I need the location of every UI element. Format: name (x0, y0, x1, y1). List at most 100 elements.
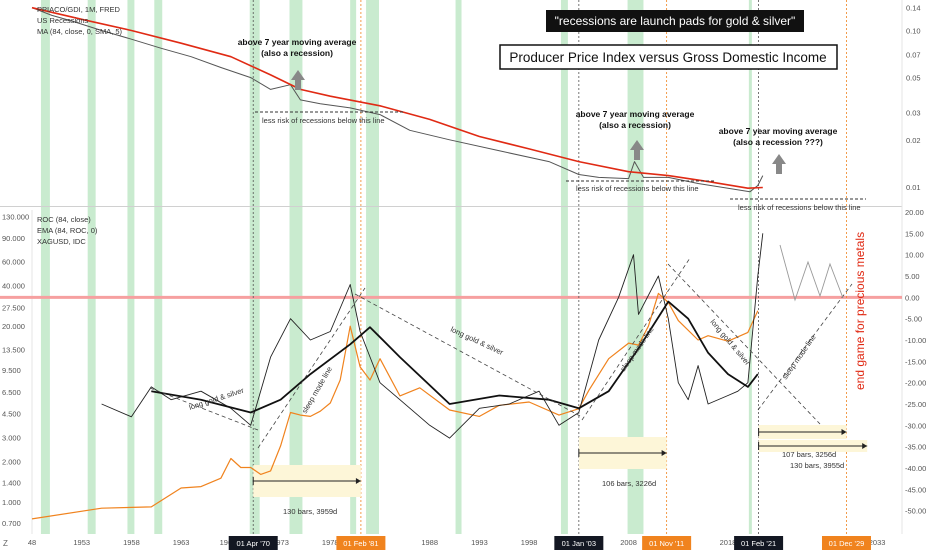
annotation-3: above 7 year moving average (also a rece… (719, 126, 838, 174)
legend-ppi: PPIACO/GDI, 1M, FRED (37, 5, 121, 14)
diag-label-sleep-1: sleep mode line (300, 365, 334, 415)
recession-band (249, 0, 260, 534)
left-y-tick: 2.000 (2, 457, 21, 466)
top-y-tick: 0.07 (906, 51, 921, 60)
top-y-tick: 0.01 (906, 183, 921, 192)
x-tick: 2008 (620, 538, 637, 547)
x-marker: 01 Apr '70 (236, 539, 270, 548)
event-vlines (252, 0, 847, 534)
x-marker: 01 Feb '81 (343, 539, 378, 548)
right-y-tick: -35.00 (905, 443, 926, 452)
trend-line (667, 263, 821, 425)
x-tick: 1978 (322, 538, 339, 547)
top-legend: PPIACO/GDI, 1M, FRED US Recessions MA (8… (37, 5, 123, 36)
z-label: Z (3, 539, 8, 548)
recession-band (289, 0, 303, 534)
x-tick: 1988 (421, 538, 438, 547)
measure-arrowhead (862, 443, 868, 449)
annotation-3-line1: above 7 year moving average (719, 126, 838, 136)
x-tick: 196 (220, 538, 233, 547)
annotation-2: above 7 year moving average (also a rece… (576, 109, 695, 160)
measure-arrowhead (355, 478, 361, 484)
right-y-tick: -15.00 (905, 357, 926, 366)
x-marker: 01 Dec '29 (829, 539, 865, 548)
risk-note-2: less risk of recessions below this line (576, 184, 699, 193)
left-y-tick: 27.500 (2, 304, 25, 313)
annotation-3-line2: (also a recession ???) (733, 137, 823, 147)
left-y-tick: 40.000 (2, 282, 25, 291)
recession-band (366, 0, 379, 534)
legend-ma: MA (84, close, 0, SMA, 5) (37, 27, 123, 36)
trend-line (581, 257, 691, 421)
measure-arrowhead (841, 429, 847, 435)
x-tick: 1958 (123, 538, 140, 547)
right-y-tick: -10.00 (905, 336, 926, 345)
title-main-box: Producer Price Index versus Gross Domest… (499, 44, 838, 70)
recession-band (748, 0, 752, 534)
x-marker-bg (734, 536, 784, 550)
x-tick: 1953 (73, 538, 90, 547)
trend-line (354, 293, 581, 417)
recession-band (455, 0, 462, 534)
measure-arrowhead (661, 450, 667, 456)
left-y-tick: 0.700 (2, 519, 21, 528)
x-tick: 1973 (272, 538, 289, 547)
left-y-tick: 3.000 (2, 434, 21, 443)
recession-band (127, 0, 135, 534)
risk-note-3: less risk of recessions below this line (738, 203, 861, 212)
left-y-tick: 60.000 (2, 258, 25, 267)
ppi-line (31, 7, 764, 193)
left-y-tick: 13.500 (2, 345, 25, 354)
right-y-tick: -45.00 (905, 485, 926, 494)
x-marker-bg (642, 536, 692, 550)
x-tick: 1963 (173, 538, 190, 547)
bottom-series (31, 233, 764, 520)
measure-boxes (252, 425, 868, 497)
right-y-tick: 10.00 (905, 251, 924, 260)
right-y-tick: -5.00 (905, 315, 922, 324)
right-y-tick: -30.00 (905, 421, 926, 430)
top-y-tick: 0.10 (906, 27, 921, 36)
diag-label-sleep-3: sleep mode line (780, 333, 818, 381)
projection-path (779, 244, 844, 302)
annotation-2-line1: above 7 year moving average (576, 109, 695, 119)
x-tick: 1993 (471, 538, 488, 547)
top-y-tick: 0.03 (906, 108, 921, 117)
x-marker-bg (821, 536, 871, 550)
recession-band (87, 0, 96, 534)
risk-note-1: less risk of recessions below this line (262, 116, 385, 125)
left-y-tick: 90.000 (2, 234, 25, 243)
left-y-tick: 6.500 (2, 388, 21, 397)
diagonal-labels: long gold & silver sleep mode line long … (188, 318, 818, 415)
ema-line (151, 300, 759, 414)
xag-line (31, 292, 759, 520)
left-y-tick: 20.000 (2, 322, 25, 331)
right-y-tick: -50.00 (905, 507, 926, 516)
legend-xag: XAGUSD, IDC (37, 237, 86, 246)
right-y-tick: 15.00 (905, 229, 924, 238)
title-quote: "recessions are launch pads for gold & s… (555, 14, 796, 28)
legend-recessions: US Recessions (37, 16, 89, 25)
x-marker: 01 Jan '03 (562, 539, 596, 548)
pane-divider (0, 206, 902, 207)
left-y-tick: 4.500 (2, 410, 21, 419)
recession-band (350, 0, 357, 534)
x-marker-bg (336, 536, 386, 550)
right-y-tick: -20.00 (905, 379, 926, 388)
trend-drawings (149, 244, 853, 449)
right-y-tick: 5.00 (905, 272, 920, 281)
x-tick: 48 (28, 538, 36, 547)
ma-line (31, 6, 763, 189)
title-quote-box: "recessions are launch pads for gold & s… (546, 10, 804, 32)
trend-line (149, 387, 259, 431)
recession-band (154, 0, 163, 534)
legend-roc: ROC (84, close) (37, 215, 91, 224)
annotation-1-line2: (also a recession) (261, 48, 333, 58)
trend-line (257, 287, 366, 449)
side-text: end game for precious metals (853, 232, 867, 390)
bottom-legend: ROC (84, close) EMA (84, ROC, 0) XAGUSD,… (37, 215, 98, 246)
right-y-tick: 20.00 (905, 208, 924, 217)
x-marker: 01 Nov '11 (649, 539, 684, 548)
